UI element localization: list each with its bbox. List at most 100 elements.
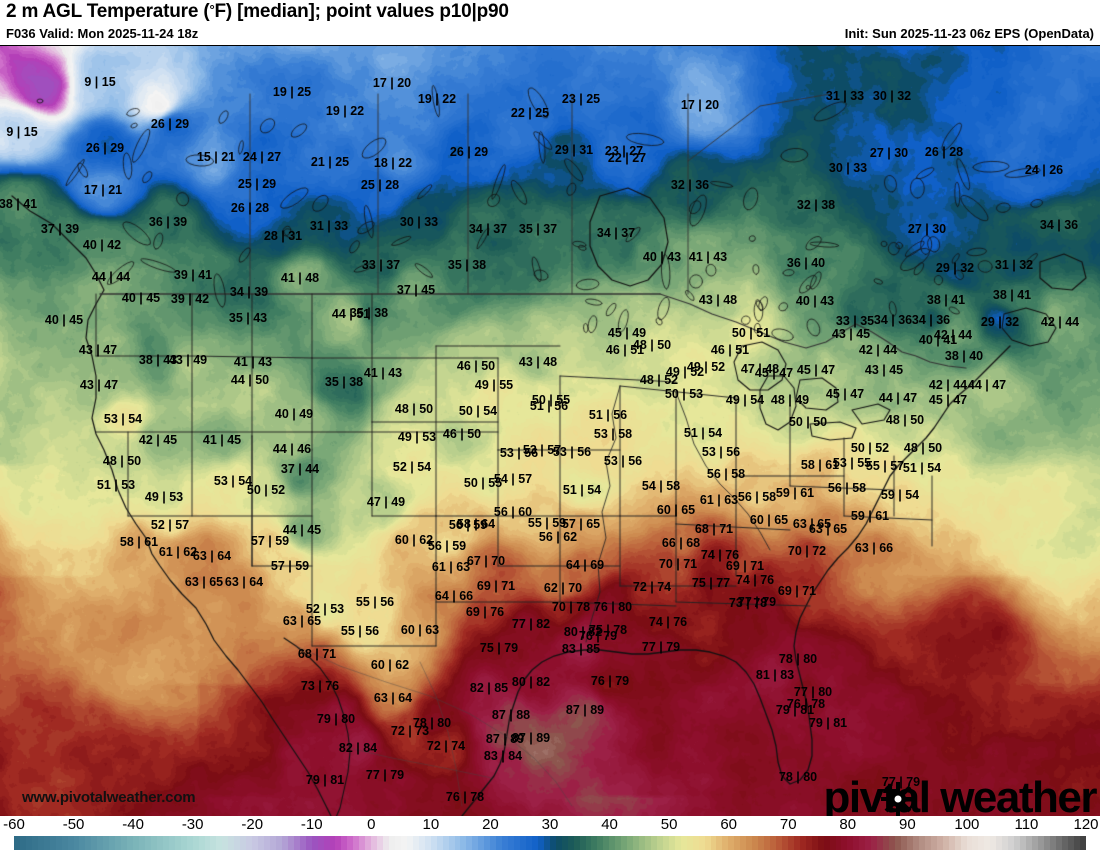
colorbar-tick: 90: [898, 816, 916, 833]
point-value-label: 44 | 47: [967, 377, 1007, 392]
point-value-label: 53 | 57: [522, 442, 562, 457]
point-value-label: 53 | 55: [832, 455, 872, 470]
map-viewport[interactable]: 9 | 15 9 | 15 26 | 29 26 | 29 17 | 21 15 | 21…: [0, 46, 1100, 816]
point-value-label: 51 | 54: [902, 460, 942, 475]
point-value-label: 44 | 47: [878, 390, 918, 405]
point-value-label: 43 | 45: [864, 362, 904, 377]
point-value-label: 79 | 80: [316, 711, 356, 726]
colorbar[interactable]: -60 -50 -40 -30 -20 -10 0 10 20 30 40 50 60 70 80 90 100…: [0, 816, 1100, 850]
point-value-label: 36 | 40: [786, 255, 826, 270]
point-value-label: 80 | 82: [563, 624, 603, 639]
colorbar-tick: -40: [122, 816, 144, 833]
point-value-label: 46 | 51: [710, 342, 750, 357]
point-value-label: 35 | 38: [324, 374, 364, 389]
point-value-label: 38 | 41: [992, 287, 1032, 302]
valid-time-label: F036 Valid: Mon 2025-11-24 18z: [6, 26, 199, 41]
point-value-label: 52 | 53: [305, 601, 345, 616]
point-value-label: 78 | 80: [778, 651, 818, 666]
point-value-label: 48 | 50: [903, 440, 943, 455]
point-value-label: 63 | 65: [792, 516, 832, 531]
point-value-label: 62 | 70: [543, 580, 583, 595]
point-value-label: 50 | 54: [458, 403, 498, 418]
point-value-label: 23 | 27: [604, 143, 644, 158]
point-value-label: 53 | 54: [103, 411, 143, 426]
point-value-label: 63 | 64: [192, 548, 232, 563]
point-value-label: 49 | 52: [665, 364, 705, 379]
point-value-label: 80 | 82: [511, 674, 551, 689]
point-value-label: 56 | 59: [448, 517, 488, 532]
point-value-label: 55 | 57: [865, 458, 905, 473]
logo-text-right: tal weather: [882, 773, 1098, 817]
point-value-label: 46 | 51: [605, 342, 645, 357]
point-value-label: 53 | 56: [552, 444, 592, 459]
point-value-label: 49 | 52: [686, 359, 726, 374]
point-value-label: 74 | 76: [648, 614, 688, 629]
point-value-label: 26 | 28: [924, 144, 964, 159]
point-value-label: 82 | 84: [338, 740, 378, 755]
point-value-label: 83 | 84: [483, 748, 523, 763]
point-value-label: 32 | 38: [796, 197, 836, 212]
point-value-label: 54 | 58: [641, 478, 681, 493]
colorbar-tick: 0: [367, 816, 376, 833]
point-value-label: 70 | 78: [551, 599, 591, 614]
point-value-label: 23 | 25: [561, 91, 601, 106]
point-value-label: 67 | 70: [466, 553, 506, 568]
point-value-label: 35 | 43: [228, 310, 268, 325]
point-value-label: 64 | 69: [565, 557, 605, 572]
point-value-label: 81 | 83: [755, 667, 795, 682]
point-value-label: 73 | 76: [300, 678, 340, 693]
point-value-label: 72 | 74: [632, 579, 672, 594]
point-value-label: 87 | 88: [491, 707, 531, 722]
point-value-label: 38 | 41: [0, 196, 38, 211]
point-value-label: 33 | 35: [835, 313, 875, 328]
point-value-label: 30 | 33: [399, 214, 439, 229]
point-value-label: 63 | 65: [184, 574, 224, 589]
point-value-label: 78 | 80: [412, 715, 452, 730]
point-value-label: 50 | 52: [850, 440, 890, 455]
point-value-label: 42 | 44: [928, 377, 968, 392]
point-value-label: 53 | 56: [603, 453, 643, 468]
point-value-label: 60 | 62: [370, 657, 410, 672]
point-value-label: 22 | 27: [607, 150, 647, 165]
point-value-label: 25 | 28: [360, 177, 400, 192]
point-value-label: 41 | 43: [233, 354, 273, 369]
point-value-label: 74 | 76: [735, 572, 775, 587]
point-value-label: 50 | 51: [731, 325, 771, 340]
point-value-label: 34 | 37: [596, 225, 636, 240]
point-value-label: 77 | 80: [793, 684, 833, 699]
point-value-label: 59 | 54: [880, 487, 920, 502]
point-value-label: 35 | 37: [518, 221, 558, 236]
colorbar-tick: 10: [422, 816, 440, 833]
header-bar: 2 m AGL Temperature (°F) [median]; point…: [0, 0, 1100, 46]
point-value-label: 29 | 31: [554, 142, 594, 157]
point-value-label: 72 | 73: [390, 723, 430, 738]
point-value-label: 87 | 89: [511, 730, 551, 745]
point-value-label: 53 | 56: [701, 444, 741, 459]
point-value-label: 55 | 56: [355, 594, 395, 609]
point-value-label: 38 | 40: [944, 348, 984, 363]
point-value-label: 19 | 22: [325, 103, 365, 118]
point-value-label: 50 | 55: [531, 392, 571, 407]
title-text-unit: F) [median]; point values p10|p90: [214, 1, 509, 22]
point-value-label: 77 | 79: [881, 774, 921, 789]
point-value-label: 30 | 33: [828, 160, 868, 175]
point-value-label: 77 | 79: [737, 594, 777, 609]
point-value-label: 40 | 43: [642, 249, 682, 264]
point-value-label: 56 | 62: [538, 529, 578, 544]
point-value-label: 43 | 47: [78, 342, 118, 357]
point-value-label: 49 | 55: [474, 377, 514, 392]
point-value-label: 17 | 20: [680, 97, 720, 112]
point-value-label: 51 | 54: [683, 425, 723, 440]
point-value-label: 57 | 59: [270, 558, 310, 573]
point-value-label: 22 | 25: [510, 105, 550, 120]
point-value-label: 35 | 38: [349, 305, 389, 320]
point-value-label: 59 | 61: [850, 508, 890, 523]
point-value-label: 51 | 53: [96, 477, 136, 492]
point-value-label: 76 | 79: [590, 673, 630, 688]
point-value-label: 25 | 29: [237, 176, 277, 191]
init-time-label: Init: Sun 2025-11-23 06z EPS (OpenData): [844, 26, 1094, 41]
point-value-label: 54 | 57: [493, 471, 533, 486]
point-value-label: 34 | 36: [911, 312, 951, 327]
point-value-label: 57 | 59: [250, 533, 290, 548]
point-value-label: 41 | 43: [688, 249, 728, 264]
